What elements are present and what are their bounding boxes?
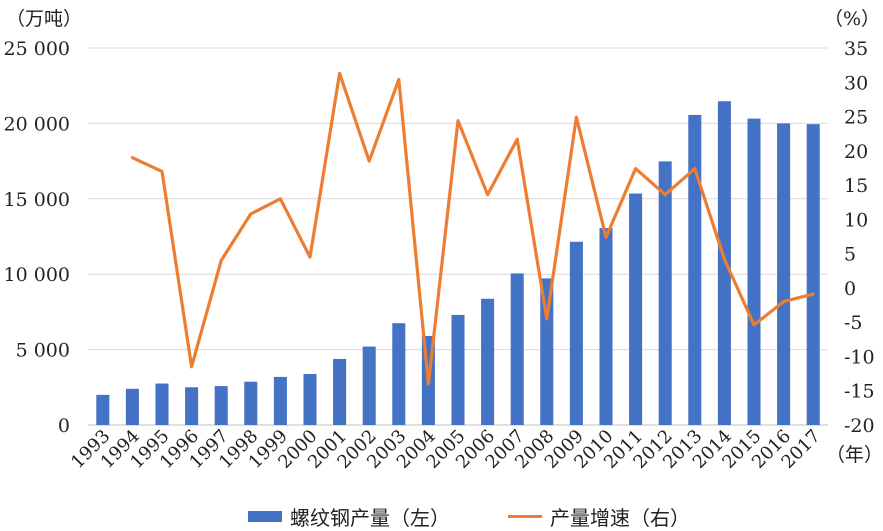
right-tick-label: 15: [844, 175, 868, 197]
legend-item-line: 产量增速（右）: [508, 502, 690, 531]
left-tick-label: 20 000: [4, 113, 70, 135]
left-tick-label: 5 000: [16, 340, 70, 362]
bar: [569, 241, 583, 425]
bar: [629, 193, 643, 425]
x-axis-ticks: 1993199419951996199719981999200020012002…: [67, 426, 825, 473]
bar: [688, 114, 702, 425]
legend-swatch-bar: [248, 511, 282, 522]
legend-label-bars: 螺纹钢产量（左）: [290, 506, 450, 530]
bar: [362, 346, 376, 425]
bar: [392, 323, 406, 425]
bar: [747, 118, 761, 425]
bar: [125, 388, 139, 425]
legend: 螺纹钢产量（左） 产量增速（右）: [0, 500, 883, 530]
bar: [185, 387, 199, 425]
legend-item-bars: 螺纹钢产量（左）: [248, 502, 450, 531]
bar: [717, 101, 731, 426]
right-tick-label: 25: [844, 107, 868, 129]
right-tick-label: 30: [844, 72, 868, 94]
bar: [273, 376, 287, 425]
line-series: [130, 71, 815, 386]
bar: [777, 123, 791, 426]
bar: [333, 358, 347, 425]
bar: [599, 228, 613, 425]
right-tick-label: 35: [844, 38, 868, 60]
chart-canvas: 0 5 000 10 000 15 000 20 000 25 000 -20 -15 -10…: [4, 38, 875, 473]
right-axis-ticks: -20 -15 -10 -5 0 5 10 15 20 25 30 35: [844, 38, 875, 437]
bar: [481, 298, 495, 425]
right-tick-label: 20: [844, 141, 868, 163]
left-tick-label: 15 000: [4, 189, 70, 211]
left-axis-ticks: 0 5 000 10 000 15 000 20 000 25 000: [4, 38, 70, 437]
bar: [451, 314, 465, 425]
growth-line: [130, 71, 815, 386]
right-tick-label: 0: [844, 278, 856, 300]
bar: [214, 386, 228, 425]
bar: [96, 394, 110, 425]
bar-series: [96, 101, 820, 426]
bar: [155, 383, 169, 425]
right-axis-unit: （%）: [824, 8, 881, 30]
right-tick-label: 10: [844, 209, 868, 231]
left-tick-label: 10 000: [4, 264, 70, 286]
legend-label-line: 产量增速（右）: [550, 506, 690, 530]
bar: [303, 374, 317, 425]
legend-swatch-line: [508, 515, 542, 518]
right-tick-label: 5: [844, 244, 856, 266]
right-tick-label: -10: [844, 346, 875, 368]
bar: [540, 278, 554, 425]
right-tick-label: -5: [844, 312, 863, 334]
left-tick-label: 0: [58, 415, 70, 437]
x-axis-unit: （年）: [826, 444, 883, 466]
right-tick-label: -20: [844, 415, 875, 437]
bar: [806, 124, 820, 426]
left-tick-label: 25 000: [4, 38, 70, 60]
bar: [510, 273, 524, 425]
right-tick-label: -15: [844, 381, 875, 403]
left-axis-unit: （万吨）: [6, 8, 83, 30]
bar: [658, 161, 672, 425]
bar: [244, 381, 258, 425]
